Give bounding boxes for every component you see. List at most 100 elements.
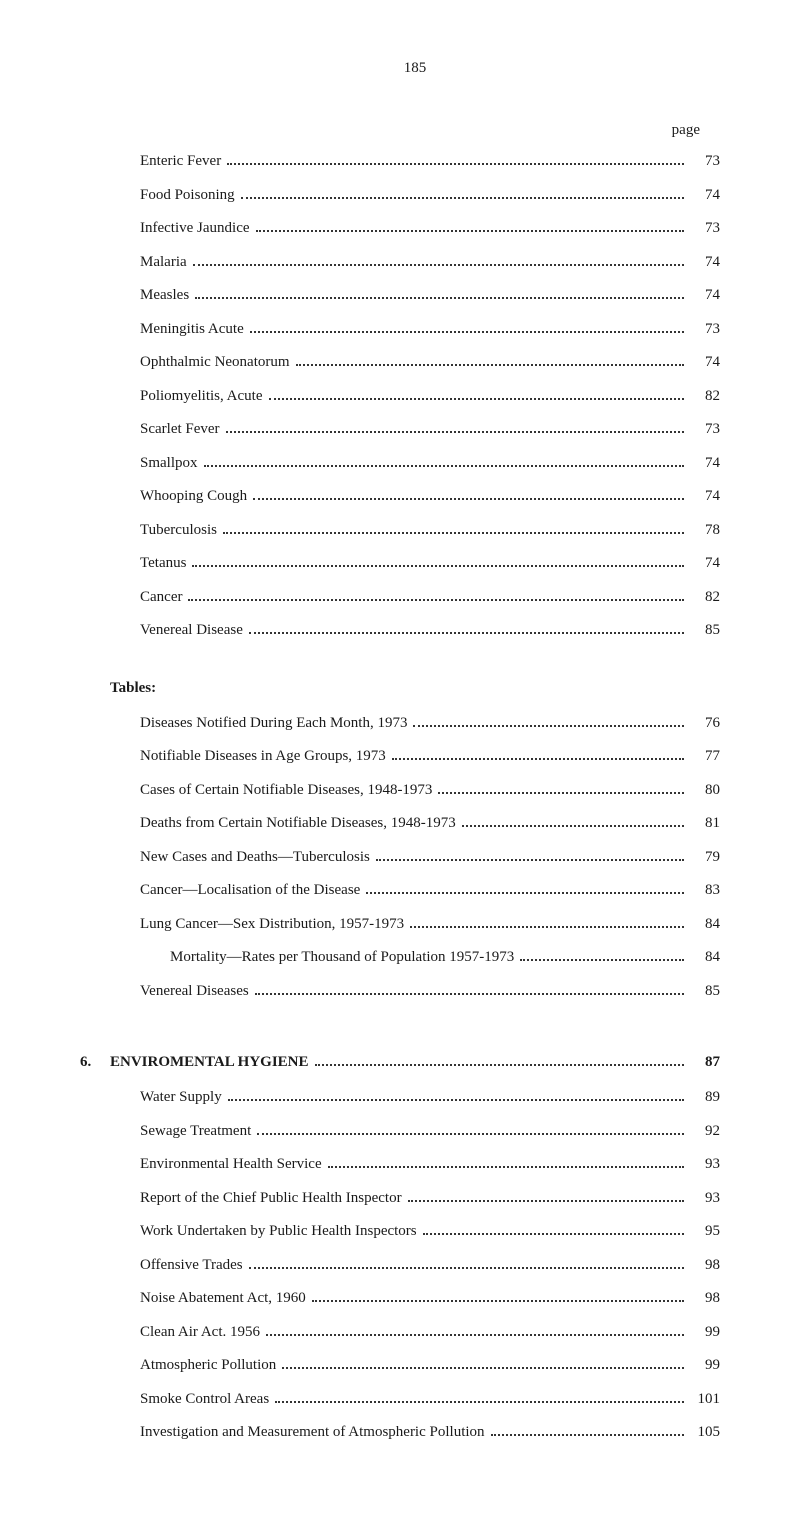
toc-page: 77 [690, 744, 720, 770]
toc-label: Tetanus [140, 551, 186, 577]
toc-entry: Investigation and Measurement of Atmosph… [140, 1420, 720, 1446]
toc-entry: Work Undertaken by Public Health Inspect… [140, 1219, 720, 1245]
toc-page: 74 [690, 451, 720, 477]
toc-page: 84 [690, 945, 720, 971]
page-column-header: page [110, 122, 720, 139]
leader-dots [249, 1267, 684, 1269]
leader-dots [204, 465, 684, 467]
toc-entry: Infective Jaundice 73 [140, 216, 720, 242]
leader-dots [392, 758, 684, 760]
toc-page: 78 [690, 518, 720, 544]
section-number: 6. [80, 1054, 110, 1071]
toc-label: Diseases Notified During Each Month, 197… [140, 711, 407, 737]
toc-label: Deaths from Certain Notifiable Diseases,… [140, 811, 456, 837]
toc-page: 74 [690, 183, 720, 209]
toc-entry: Tuberculosis 78 [140, 518, 720, 544]
toc-page: 82 [690, 384, 720, 410]
toc-label: Report of the Chief Public Health Inspec… [140, 1186, 402, 1212]
toc-label: Smoke Control Areas [140, 1387, 269, 1413]
leader-dots [253, 498, 684, 500]
toc-label: Investigation and Measurement of Atmosph… [140, 1420, 485, 1446]
leader-dots [312, 1300, 684, 1302]
toc-page: 82 [690, 585, 720, 611]
toc-entry: Venereal Disease85 [140, 618, 720, 644]
toc-page: 74 [690, 484, 720, 510]
toc-entry: Venereal Diseases85 [140, 979, 720, 1005]
toc-label: Noise Abatement Act, 1960 [140, 1286, 306, 1312]
toc-label: Infective Jaundice [140, 216, 250, 242]
toc-label: Poliomyelitis, Acute [140, 384, 263, 410]
toc-page: 81 [690, 811, 720, 837]
toc-page: 99 [690, 1353, 720, 1379]
toc-page: 98 [690, 1286, 720, 1312]
toc-page: 105 [690, 1420, 720, 1446]
section-6-list: Water Supply89Sewage Treatment92Environm… [110, 1085, 720, 1446]
toc-page: 89 [690, 1085, 720, 1111]
toc-page: 85 [690, 979, 720, 1005]
toc-label: Ophthalmic Neonatorum [140, 350, 290, 376]
leader-dots [328, 1166, 684, 1168]
toc-entry: Noise Abatement Act, 1960 98 [140, 1286, 720, 1312]
toc-page: 98 [690, 1253, 720, 1279]
leader-dots [296, 364, 684, 366]
toc-entry: Cases of Certain Notifiable Diseases, 19… [140, 778, 720, 804]
toc-label: New Cases and Deaths—Tuberculosis [140, 845, 370, 871]
leader-dots [223, 532, 684, 534]
toc-label: Scarlet Fever [140, 417, 220, 443]
leader-dots [266, 1334, 684, 1336]
toc-label: Mortality—Rates per Thousand of Populati… [170, 945, 514, 971]
diseases-list: Enteric Fever73 Food Poisoning74 Infective… [110, 149, 720, 644]
toc-label: Smallpox [140, 451, 198, 477]
toc-label: Cases of Certain Notifiable Diseases, 19… [140, 778, 432, 804]
toc-label: Cancer [140, 585, 182, 611]
toc-label: Whooping Cough [140, 484, 247, 510]
leader-dots [366, 892, 684, 894]
toc-label: Tuberculosis [140, 518, 217, 544]
toc-entry: Food Poisoning74 [140, 183, 720, 209]
leader-dots [192, 565, 684, 567]
toc-page: 73 [690, 417, 720, 443]
toc-page: 79 [690, 845, 720, 871]
toc-page: 73 [690, 216, 720, 242]
toc-page: 74 [690, 250, 720, 276]
toc-entry: Scarlet Fever 73 [140, 417, 720, 443]
leader-dots [376, 859, 684, 861]
toc-page: 73 [690, 149, 720, 175]
toc-page: 92 [690, 1119, 720, 1145]
toc-page: 101 [690, 1387, 720, 1413]
leader-dots [520, 959, 684, 961]
toc-page: 85 [690, 618, 720, 644]
toc-entry: Meningitis Acute 73 [140, 317, 720, 343]
toc-entry: Smoke Control Areas 101 [140, 1387, 720, 1413]
leader-dots [188, 599, 684, 601]
leader-dots [226, 431, 684, 433]
toc-label: Meningitis Acute [140, 317, 244, 343]
leader-dots [438, 792, 684, 794]
toc-page: 74 [690, 350, 720, 376]
leader-dots [227, 163, 684, 165]
toc-label: Measles [140, 283, 189, 309]
toc-label: Work Undertaken by Public Health Inspect… [140, 1219, 417, 1245]
leader-dots [491, 1434, 684, 1436]
toc-label: Water Supply [140, 1085, 222, 1111]
leader-dots [282, 1367, 684, 1369]
toc-label: Cancer—Localisation of the Disease [140, 878, 360, 904]
toc-label: Sewage Treatment [140, 1119, 251, 1145]
toc-entry: Ophthalmic Neonatorum 74 [140, 350, 720, 376]
toc-page: 93 [690, 1152, 720, 1178]
toc-entry: Tetanus74 [140, 551, 720, 577]
toc-entry: Clean Air Act. 195699 [140, 1320, 720, 1346]
leader-dots [462, 825, 684, 827]
toc-page: 83 [690, 878, 720, 904]
toc-entry: New Cases and Deaths—Tuberculosis 79 [140, 845, 720, 871]
leader-dots [315, 1064, 684, 1066]
toc-entry: Diseases Notified During Each Month, 197… [140, 711, 720, 737]
leader-dots [193, 264, 684, 266]
toc-entry: Enteric Fever73 [140, 149, 720, 175]
leader-dots [413, 725, 684, 727]
toc-entry: Atmospheric Pollution99 [140, 1353, 720, 1379]
toc-page: 80 [690, 778, 720, 804]
toc-entry: Poliomyelitis, Acute 82 [140, 384, 720, 410]
toc-entry: Water Supply 89 [140, 1085, 720, 1111]
toc-page: 73 [690, 317, 720, 343]
